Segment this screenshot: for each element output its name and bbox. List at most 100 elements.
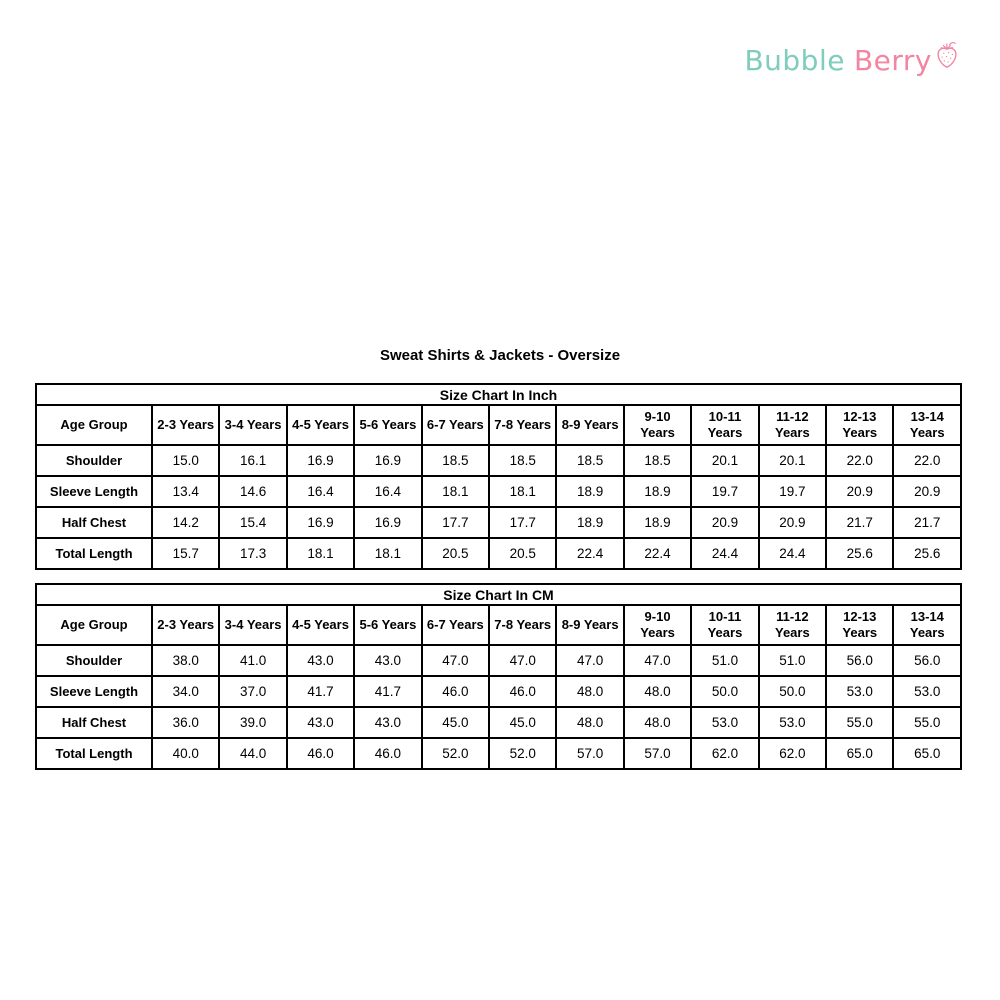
value-cell: 40.0 <box>150 737 221 770</box>
value-cell: 62.0 <box>690 737 760 770</box>
value-cell: 18.9 <box>555 506 625 539</box>
value-cell: 55.0 <box>825 706 895 739</box>
value-cell: 18.1 <box>420 475 491 508</box>
value-cell: 18.1 <box>353 537 423 570</box>
value-cell: 41.0 <box>218 644 288 677</box>
value-cell: 22.0 <box>892 444 962 477</box>
value-cell: 22.0 <box>825 444 895 477</box>
column-header: 6-7 Years <box>420 604 491 646</box>
value-cell: 25.6 <box>825 537 895 570</box>
value-cell: 14.6 <box>218 475 288 508</box>
value-cell: 46.0 <box>420 675 491 708</box>
value-cell: 46.0 <box>285 737 356 770</box>
value-cell: 41.7 <box>285 675 356 708</box>
value-cell: 44.0 <box>218 737 288 770</box>
value-cell: 55.0 <box>892 706 962 739</box>
column-header: 13-14 Years <box>892 604 962 646</box>
value-cell: 18.5 <box>622 444 693 477</box>
value-cell: 57.0 <box>555 737 625 770</box>
column-header: 8-9 Years <box>555 604 625 646</box>
value-cell: 14.2 <box>150 506 221 539</box>
value-cell: 65.0 <box>825 737 895 770</box>
value-cell: 18.1 <box>285 537 356 570</box>
value-cell: 65.0 <box>892 737 962 770</box>
column-header: 11-12 Years <box>757 404 828 446</box>
brand-name-bubble: Bubble <box>744 44 845 77</box>
value-cell: 18.1 <box>488 475 558 508</box>
value-cell: 25.6 <box>892 537 962 570</box>
value-cell: 15.4 <box>218 506 288 539</box>
value-cell: 22.4 <box>555 537 625 570</box>
column-header: 6-7 Years <box>420 404 491 446</box>
table-title: Size Chart In Inch <box>35 383 962 406</box>
table-row: Sleeve Length 34.0 37.0 41.7 41.7 46.0 46.0 48.… <box>35 675 962 708</box>
value-cell: 16.4 <box>285 475 356 508</box>
value-cell: 15.7 <box>150 537 221 570</box>
column-header: 10-11 Years <box>690 404 760 446</box>
column-header: 10-11 Years <box>690 604 760 646</box>
value-cell: 43.0 <box>285 644 356 677</box>
column-header: 5-6 Years <box>353 604 423 646</box>
row-label: Shoulder <box>35 644 153 677</box>
column-header: 2-3 Years <box>150 604 221 646</box>
value-cell: 16.9 <box>285 444 356 477</box>
value-cell: 20.9 <box>757 506 828 539</box>
value-cell: 53.0 <box>690 706 760 739</box>
value-cell: 16.9 <box>285 506 356 539</box>
size-chart-cm-table: Size Chart In CM Age Group 2-3 Years 3-4 Ye… <box>35 583 962 770</box>
column-header: 4-5 Years <box>285 404 356 446</box>
value-cell: 22.4 <box>622 537 693 570</box>
age-group-header: Age Group <box>35 604 153 646</box>
value-cell: 48.0 <box>622 706 693 739</box>
value-cell: 20.1 <box>757 444 828 477</box>
column-header: 12-13 Years <box>825 404 895 446</box>
value-cell: 47.0 <box>622 644 693 677</box>
row-label: Total Length <box>35 537 153 570</box>
column-header: 3-4 Years <box>218 604 288 646</box>
value-cell: 57.0 <box>622 737 693 770</box>
size-chart-inch-table: Size Chart In Inch Age Group 2-3 Years 3-4 … <box>35 383 962 570</box>
value-cell: 53.0 <box>825 675 895 708</box>
value-cell: 53.0 <box>757 706 828 739</box>
value-cell: 45.0 <box>488 706 558 739</box>
value-cell: 21.7 <box>892 506 962 539</box>
value-cell: 52.0 <box>488 737 558 770</box>
value-cell: 15.0 <box>150 444 221 477</box>
table-row: Sleeve Length 13.4 14.6 16.4 16.4 18.1 18.1 18.… <box>35 475 962 508</box>
value-cell: 17.3 <box>218 537 288 570</box>
value-cell: 13.4 <box>150 475 221 508</box>
value-cell: 43.0 <box>285 706 356 739</box>
strawberry-icon <box>937 41 957 68</box>
row-label: Half Chest <box>35 506 153 539</box>
value-cell: 46.0 <box>488 675 558 708</box>
value-cell: 56.0 <box>892 644 962 677</box>
value-cell: 48.0 <box>555 706 625 739</box>
row-label: Sleeve Length <box>35 475 153 508</box>
value-cell: 19.7 <box>757 475 828 508</box>
brand-logo: Bubble Berry <box>744 41 960 77</box>
value-cell: 24.4 <box>690 537 760 570</box>
column-header: 4-5 Years <box>285 604 356 646</box>
column-header: 3-4 Years <box>218 404 288 446</box>
value-cell: 45.0 <box>420 706 491 739</box>
value-cell: 50.0 <box>690 675 760 708</box>
column-header: 7-8 Years <box>488 604 558 646</box>
value-cell: 41.7 <box>353 675 423 708</box>
value-cell: 20.9 <box>892 475 962 508</box>
row-label: Sleeve Length <box>35 675 153 708</box>
column-header: 11-12 Years <box>757 604 828 646</box>
value-cell: 19.7 <box>690 475 760 508</box>
row-label: Total Length <box>35 737 153 770</box>
value-cell: 62.0 <box>757 737 828 770</box>
column-header: 8-9 Years <box>555 404 625 446</box>
table-row: Total Length 40.0 44.0 46.0 46.0 52.0 52.0 57.0… <box>35 737 962 770</box>
value-cell: 46.0 <box>353 737 423 770</box>
column-header: 9-10 Years <box>622 404 693 446</box>
column-header: 2-3 Years <box>150 404 221 446</box>
value-cell: 18.5 <box>488 444 558 477</box>
table-row: Total Length 15.7 17.3 18.1 18.1 20.5 20.5 22.4… <box>35 537 962 570</box>
value-cell: 52.0 <box>420 737 491 770</box>
value-cell: 43.0 <box>353 706 423 739</box>
value-cell: 50.0 <box>757 675 828 708</box>
table-title: Size Chart In CM <box>35 583 962 606</box>
